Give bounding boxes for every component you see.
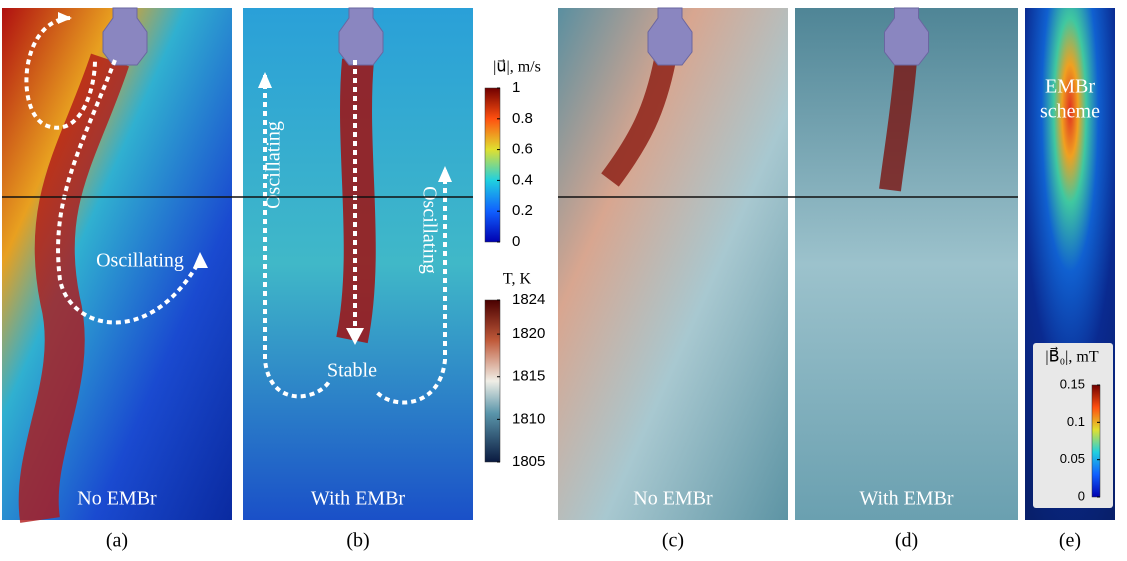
colorbar-title: T, K (503, 271, 532, 288)
panel-label: (c) (662, 530, 684, 552)
tick-label: 0.05 (1060, 451, 1085, 466)
panel-caption: No EMBr (633, 488, 713, 510)
tick-label: 1805 (512, 453, 545, 470)
tick-label: 1824 (512, 291, 545, 308)
panel-caption: With EMBr (311, 488, 406, 510)
tick-label: 1815 (512, 368, 545, 385)
tick-label: 0.1 (1067, 414, 1085, 429)
tick-label: 0.2 (512, 202, 533, 219)
panel-label: (a) (106, 530, 128, 552)
tick-label: 0 (512, 233, 520, 250)
tick-label: 1810 (512, 410, 545, 427)
annotation: scheme (1040, 101, 1100, 123)
panel-image (558, 8, 788, 520)
annotation: EMBr (1045, 76, 1095, 98)
colorbar-title: |u⃗|, m/s (493, 59, 541, 76)
colorbar-title: |B⃗₀|, mT (1045, 346, 1098, 366)
panel-caption: No EMBr (77, 488, 157, 510)
figure: (a) No EMBr Oscillating (b) With EMBr Oscilla… (0, 0, 1127, 556)
annotation: Oscillating (96, 250, 184, 272)
panel-label: (d) (895, 530, 918, 552)
annotation: Oscillating (418, 186, 440, 274)
tick-label: 0.8 (512, 110, 533, 127)
panel-caption: With EMBr (859, 488, 954, 510)
tick-label: 1 (512, 79, 520, 96)
colorbar (1092, 385, 1100, 497)
colorbar (485, 88, 500, 242)
tick-label: 0 (1078, 488, 1085, 503)
panel-label: (b) (346, 530, 369, 552)
colorbar (485, 300, 500, 462)
annotation: Oscillating (263, 121, 285, 209)
panel-label: (e) (1059, 530, 1081, 552)
tick-label: 0.4 (512, 171, 533, 188)
annotation: Stable (327, 360, 377, 382)
tick-label: 1820 (512, 325, 545, 342)
tick-label: 0.6 (512, 141, 533, 158)
tick-label: 0.15 (1060, 376, 1085, 391)
